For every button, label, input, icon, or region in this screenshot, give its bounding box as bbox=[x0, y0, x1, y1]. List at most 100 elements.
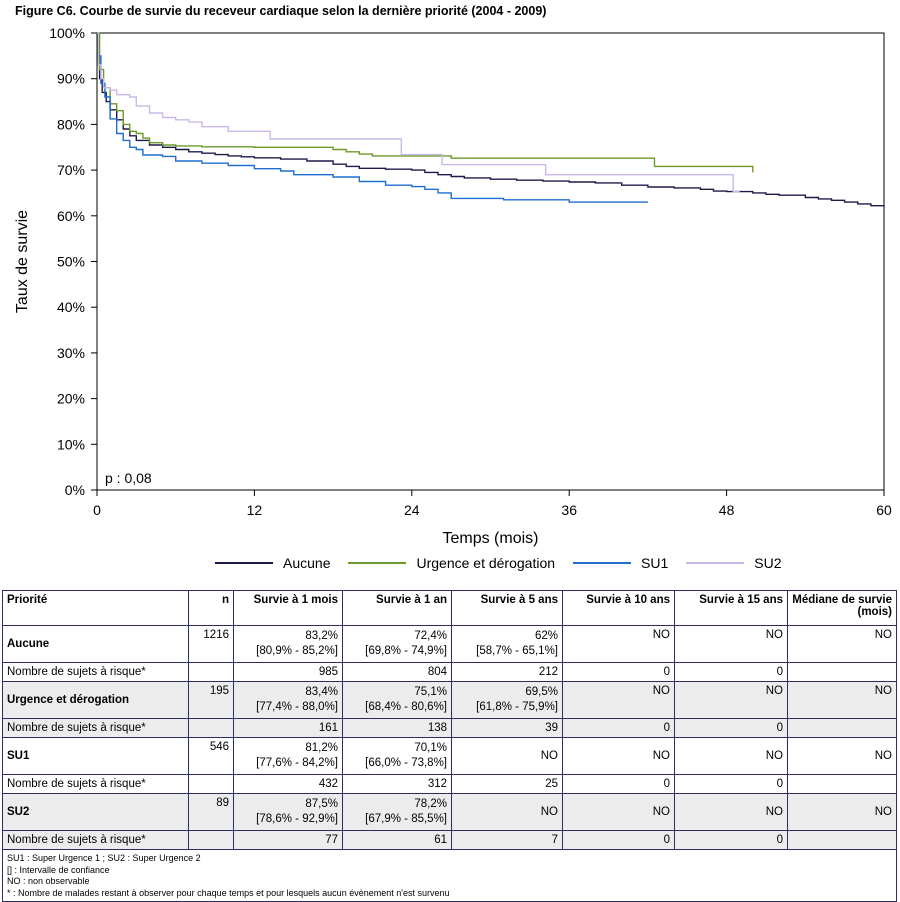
cell-survie-10-ans: NO bbox=[562, 681, 675, 719]
risk-10-ans: 0 bbox=[562, 830, 675, 850]
x-axis-label: Temps (mois) bbox=[442, 530, 538, 547]
cell-survie-1-an: 70,1% [66,0% - 73,8%] bbox=[342, 737, 452, 775]
cell-survie-1-an: 75,1% [68,4% - 80,6%] bbox=[342, 681, 452, 719]
group-label: SU2 bbox=[2, 793, 189, 831]
x-tick-label: 24 bbox=[404, 502, 420, 518]
value: 70,1% bbox=[414, 742, 447, 754]
confidence-interval: [58,7% - 65,1%] bbox=[476, 645, 558, 657]
plot-frame bbox=[96, 32, 885, 491]
legend-swatch bbox=[573, 562, 632, 564]
cell-survie-5-ans: NO bbox=[451, 793, 563, 831]
footnote-ci: [] : Intervalle de confiance bbox=[7, 864, 110, 875]
cell-survie-10-ans: NO bbox=[562, 737, 675, 775]
table-footnotes-row: SU1 : Super Urgence 1 ; SU2 : Super Urge… bbox=[2, 849, 897, 902]
risk-5-ans: 39 bbox=[451, 718, 563, 738]
risk-5-ans: 212 bbox=[451, 662, 563, 682]
x-tick-label: 0 bbox=[93, 502, 101, 518]
group-n: 546 bbox=[188, 737, 234, 775]
risk-1-an: 804 bbox=[342, 662, 452, 682]
x-tick-label: 48 bbox=[719, 502, 735, 518]
y-tick-label: 30% bbox=[57, 345, 85, 361]
risk-1-mois: 985 bbox=[233, 662, 343, 682]
value: 69,5% bbox=[525, 686, 558, 698]
cell-survie-15-ans: NO bbox=[674, 737, 788, 775]
confidence-interval: [67,9% - 85,5%] bbox=[365, 813, 447, 825]
risk-label: Nombre de sujets à risque* bbox=[2, 830, 189, 850]
footnote-su: SU1 : Super Urgence 1 ; SU2 : Super Urge… bbox=[7, 853, 201, 863]
risk-1-an: 61 bbox=[342, 830, 452, 850]
risk-n bbox=[188, 774, 234, 794]
y-tick-label: 90% bbox=[57, 71, 85, 87]
legend-label: SU2 bbox=[754, 555, 782, 571]
risk-1-mois: 432 bbox=[233, 774, 343, 794]
value: 83,4% bbox=[305, 686, 338, 698]
value: 78,2% bbox=[414, 798, 447, 810]
x-tick-label: 12 bbox=[247, 502, 263, 518]
table-row-risk-urgence: Nombre de sujets à risque* 161 138 39 0 … bbox=[2, 718, 897, 738]
x-tick-label: 60 bbox=[876, 502, 892, 518]
cell-mediane: NO bbox=[787, 737, 897, 775]
series-line-4 bbox=[97, 32, 740, 193]
y-tick-label: 80% bbox=[57, 116, 85, 132]
series-line-2 bbox=[97, 32, 754, 173]
legend-item: Urgence et dérogation bbox=[348, 555, 555, 571]
risk-mediane bbox=[787, 830, 897, 850]
footnote-risk: * : Nombre de malades restant à observer… bbox=[7, 887, 450, 898]
legend-label: SU1 bbox=[641, 555, 669, 571]
header-survie-15-ans: Survie à 15 ans bbox=[674, 590, 788, 626]
chart-legend: Aucune Urgence et dérogation SU1 SU2 bbox=[215, 552, 800, 574]
cell-survie-1-mois: 81,2% [77,6% - 84,2%] bbox=[233, 737, 343, 775]
value: 62% bbox=[534, 630, 558, 642]
value: 72,4% bbox=[414, 630, 447, 642]
legend-swatch bbox=[348, 562, 407, 564]
y-axis-label: Taux de survie bbox=[14, 210, 31, 313]
series-line-1 bbox=[97, 32, 885, 207]
y-tick-label: 70% bbox=[57, 162, 85, 178]
cell-survie-5-ans: 69,5% [61,8% - 75,9%] bbox=[451, 681, 563, 719]
confidence-interval: [78,6% - 92,9%] bbox=[256, 813, 338, 825]
x-tick-label: 36 bbox=[561, 502, 577, 518]
confidence-interval: [66,0% - 73,8%] bbox=[365, 757, 447, 769]
value: 83,2% bbox=[305, 630, 338, 642]
y-tick-label: 10% bbox=[57, 436, 85, 452]
confidence-interval: [69,8% - 74,9%] bbox=[365, 645, 447, 657]
cell-survie-15-ans: NO bbox=[674, 793, 788, 831]
cell-survie-10-ans: NO bbox=[562, 625, 675, 663]
risk-1-mois: 77 bbox=[233, 830, 343, 850]
risk-1-mois: 161 bbox=[233, 718, 343, 738]
cell-mediane: NO bbox=[787, 793, 897, 831]
legend-label: Aucune bbox=[283, 555, 331, 571]
risk-1-an: 312 bbox=[342, 774, 452, 794]
value: 81,2% bbox=[305, 742, 338, 754]
header-survie-1-mois: Survie à 1 mois bbox=[233, 590, 343, 626]
group-n: 89 bbox=[188, 793, 234, 831]
cell-mediane: NO bbox=[787, 681, 897, 719]
risk-mediane bbox=[787, 774, 897, 794]
table-row-su1: SU1 546 81,2% [77,6% - 84,2%] 70,1% [66,0%… bbox=[2, 737, 897, 775]
risk-mediane bbox=[787, 718, 897, 738]
risk-n bbox=[188, 830, 234, 850]
y-tick-label: 50% bbox=[57, 254, 85, 270]
group-label: SU1 bbox=[2, 737, 189, 775]
table-row-aucune: Aucune 1216 83,2% [80,9% - 85,2%] 72,4% [6… bbox=[2, 625, 897, 663]
legend-item: SU1 bbox=[573, 555, 668, 571]
y-tick-label: 20% bbox=[57, 391, 85, 407]
cell-survie-1-mois: 83,4% [77,4% - 88,0%] bbox=[233, 681, 343, 719]
risk-n bbox=[188, 662, 234, 682]
legend-swatch bbox=[215, 562, 273, 564]
group-n: 195 bbox=[188, 681, 234, 719]
confidence-interval: [61,8% - 75,9%] bbox=[476, 701, 558, 713]
y-tick-label: 100% bbox=[49, 25, 85, 41]
table-row-urgence: Urgence et dérogation 195 83,4% [77,4% - … bbox=[2, 681, 897, 719]
risk-1-an: 138 bbox=[342, 718, 452, 738]
figure-title: Figure C6. Courbe de survie du receveur … bbox=[15, 4, 547, 18]
survival-table: Priorité n Survie à 1 mois Survie à 1 an… bbox=[2, 590, 897, 902]
legend-item: Aucune bbox=[215, 555, 330, 571]
legend-label: Urgence et dérogation bbox=[416, 555, 556, 571]
table-row-risk-su1: Nombre de sujets à risque* 432 312 25 0 … bbox=[2, 774, 897, 794]
risk-15-ans: 0 bbox=[674, 718, 788, 738]
risk-n bbox=[188, 718, 234, 738]
risk-15-ans: 0 bbox=[674, 662, 788, 682]
legend-swatch bbox=[686, 562, 745, 564]
cell-survie-5-ans: NO bbox=[451, 737, 563, 775]
